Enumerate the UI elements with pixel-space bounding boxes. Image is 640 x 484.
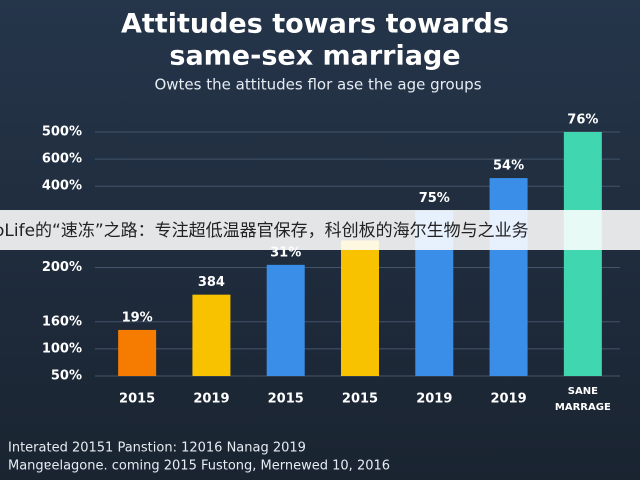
x-tick-label: SANE MARRAGE (555, 386, 611, 413)
footnote: Interated 20151 Panstion: 12016 Nanag 20… (8, 441, 306, 456)
y-tick-label: 200% (42, 260, 82, 275)
x-tick-label: 2019 (490, 392, 526, 407)
y-tick-label: 50% (51, 369, 82, 384)
value-label: 19% (122, 310, 153, 325)
x-tick-label: 2015 (342, 392, 378, 407)
bar (341, 240, 379, 376)
x-tick-label: 2015 (119, 392, 155, 407)
value-label: 384 (198, 275, 225, 290)
bar (118, 329, 157, 376)
bar (266, 264, 305, 376)
banner-text: oLife的“速冻”之路：专注超低温器官保存，科创板的海尔生物与之业务 (0, 221, 529, 241)
y-tick-label: 160% (42, 314, 82, 329)
bar (563, 132, 602, 376)
bar (489, 178, 528, 376)
footnote: Mangɐelagone. coming 2015 Fustong, Merne… (8, 459, 390, 474)
x-tick-label: 2015 (268, 392, 304, 407)
y-tick-label: 500% (42, 125, 82, 140)
value-label: 54% (493, 159, 524, 174)
value-label: 76% (567, 113, 598, 128)
y-tick-label: 100% (42, 341, 82, 356)
x-tick-label: 2019 (416, 392, 452, 407)
chart-title: same-sex marriage (169, 41, 460, 72)
banner (0, 210, 640, 250)
y-tick-label: 600% (42, 152, 82, 167)
y-tick-label: 400% (42, 179, 82, 194)
x-tick-label: 2019 (193, 392, 229, 407)
bar (192, 294, 231, 376)
value-label: 75% (419, 191, 450, 206)
chart-title: Attitudes towars towards (121, 9, 509, 40)
chart-subtitle: Owtes the attitudes flor ase the age gro… (154, 76, 481, 94)
